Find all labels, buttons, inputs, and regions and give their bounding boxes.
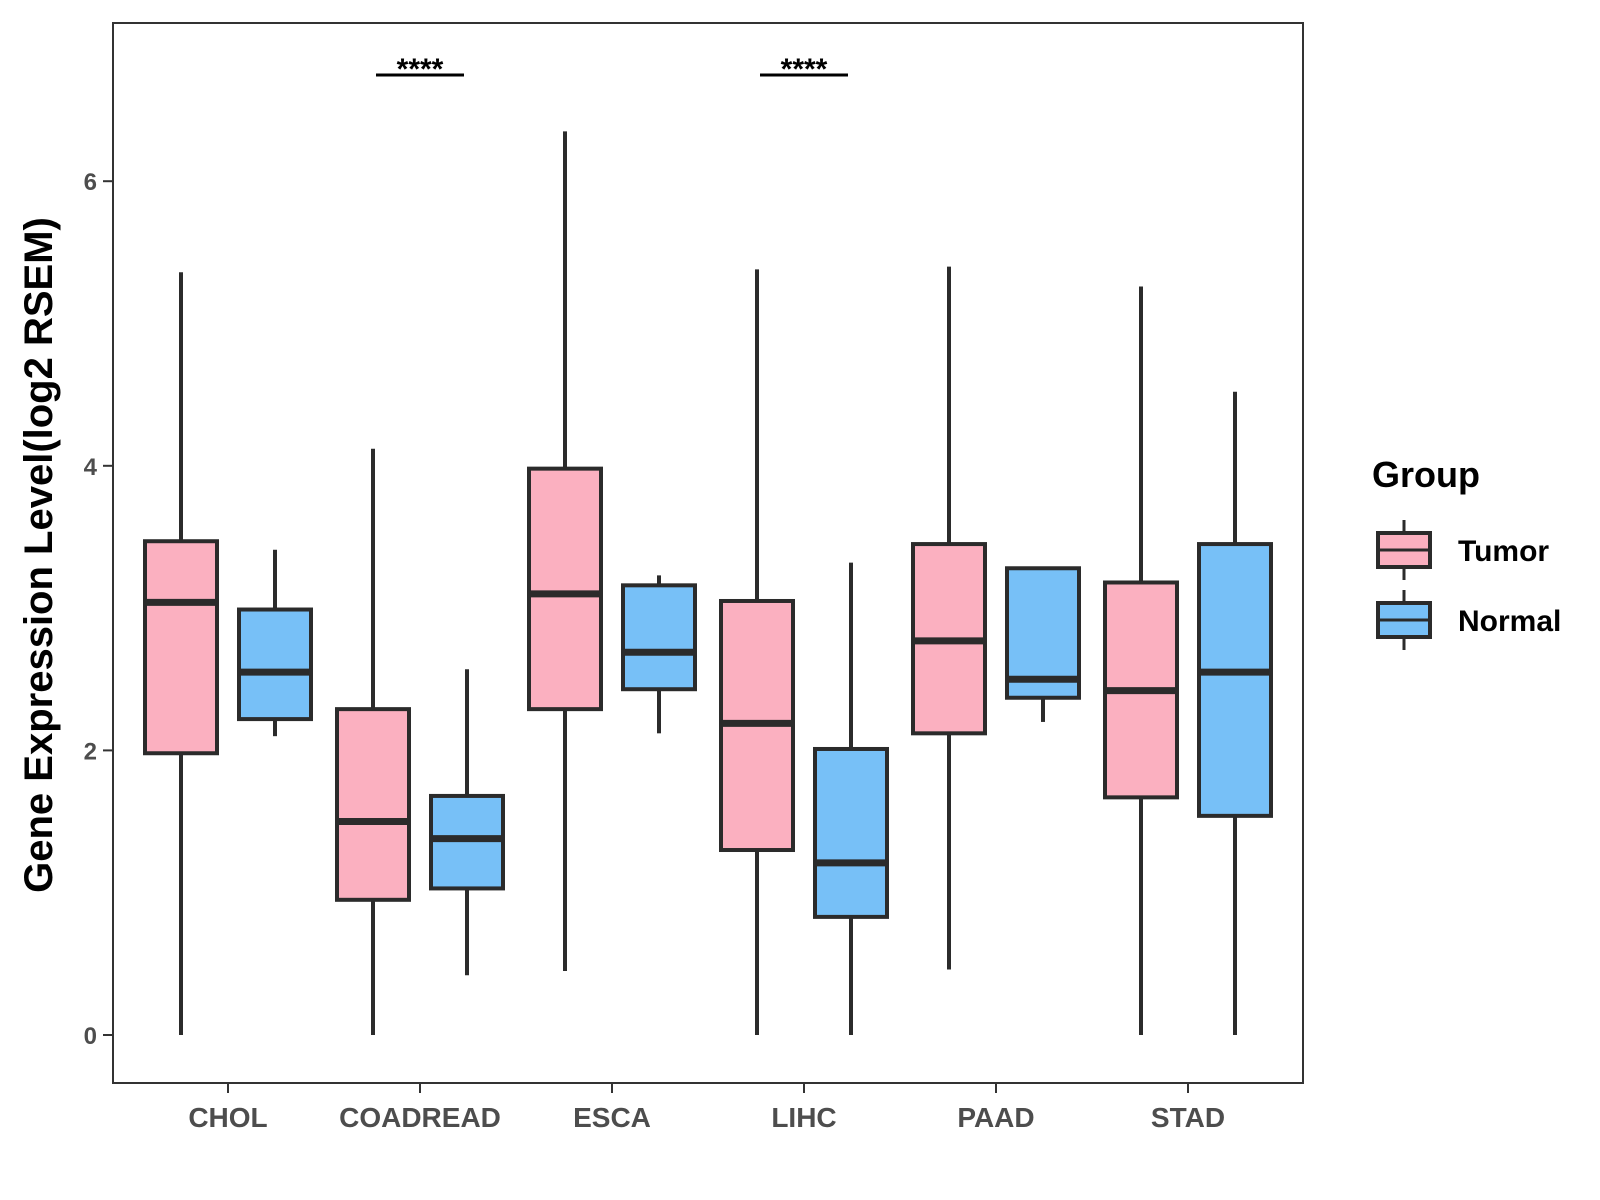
x-tick-label-paad: PAAD — [957, 1102, 1034, 1133]
y-tick-label: 4 — [84, 454, 98, 481]
significance-label: **** — [781, 53, 828, 86]
box-tumor-stad — [1103, 286, 1179, 1035]
y-tick-label: 0 — [84, 1023, 97, 1050]
box-tumor-esca — [527, 131, 603, 971]
legend-item-normal: Normal — [1376, 590, 1561, 650]
legend-label-normal: Normal — [1458, 605, 1561, 638]
box-iqr — [813, 746, 889, 919]
x-tick-label-coadread: COADREAD — [339, 1102, 501, 1133]
significance-label: **** — [397, 53, 444, 86]
x-tick-label-esca: ESCA — [573, 1102, 651, 1133]
box-iqr — [1197, 542, 1273, 818]
legend: Group Tumor Normal — [1372, 454, 1561, 650]
legend-title: Group — [1372, 454, 1480, 495]
panel-background — [112, 22, 1304, 1084]
annotations-layer: **** **** — [376, 53, 848, 86]
box-iqr — [429, 793, 505, 891]
box-tumor-coadread — [335, 448, 411, 1035]
legend-item-tumor: Tumor — [1376, 520, 1549, 580]
box-normal-lihc — [813, 562, 889, 1035]
legend-label-tumor: Tumor — [1458, 535, 1549, 568]
box-tumor-chol — [143, 272, 219, 1035]
x-tick-label-lihc: LIHC — [771, 1102, 836, 1133]
x-axis: CHOL COADREAD ESCA LIHC PAAD STAD — [188, 1083, 1225, 1133]
box-iqr — [143, 539, 219, 756]
x-tick-label-chol: CHOL — [188, 1102, 267, 1133]
box-normal-chol — [237, 549, 313, 737]
box-iqr — [527, 466, 603, 712]
box-normal-stad — [1197, 391, 1273, 1035]
box-iqr — [621, 583, 697, 692]
box-normal-paad — [1005, 566, 1081, 722]
y-axis-title: Gene Expression Level(log2 RSEM) — [17, 217, 61, 893]
y-tick-label: 6 — [84, 169, 97, 196]
box-iqr — [237, 607, 313, 722]
box-normal-coadread — [429, 669, 505, 976]
box-tumor-lihc — [719, 269, 795, 1035]
boxes-layer — [143, 131, 1273, 1035]
y-tick-label: 2 — [84, 738, 97, 765]
y-axis: 0 2 4 6 — [84, 169, 113, 1050]
box-normal-esca — [621, 575, 697, 734]
box-tumor-paad — [911, 266, 987, 970]
x-tick-label-stad: STAD — [1151, 1102, 1225, 1133]
box-iqr — [335, 707, 411, 902]
